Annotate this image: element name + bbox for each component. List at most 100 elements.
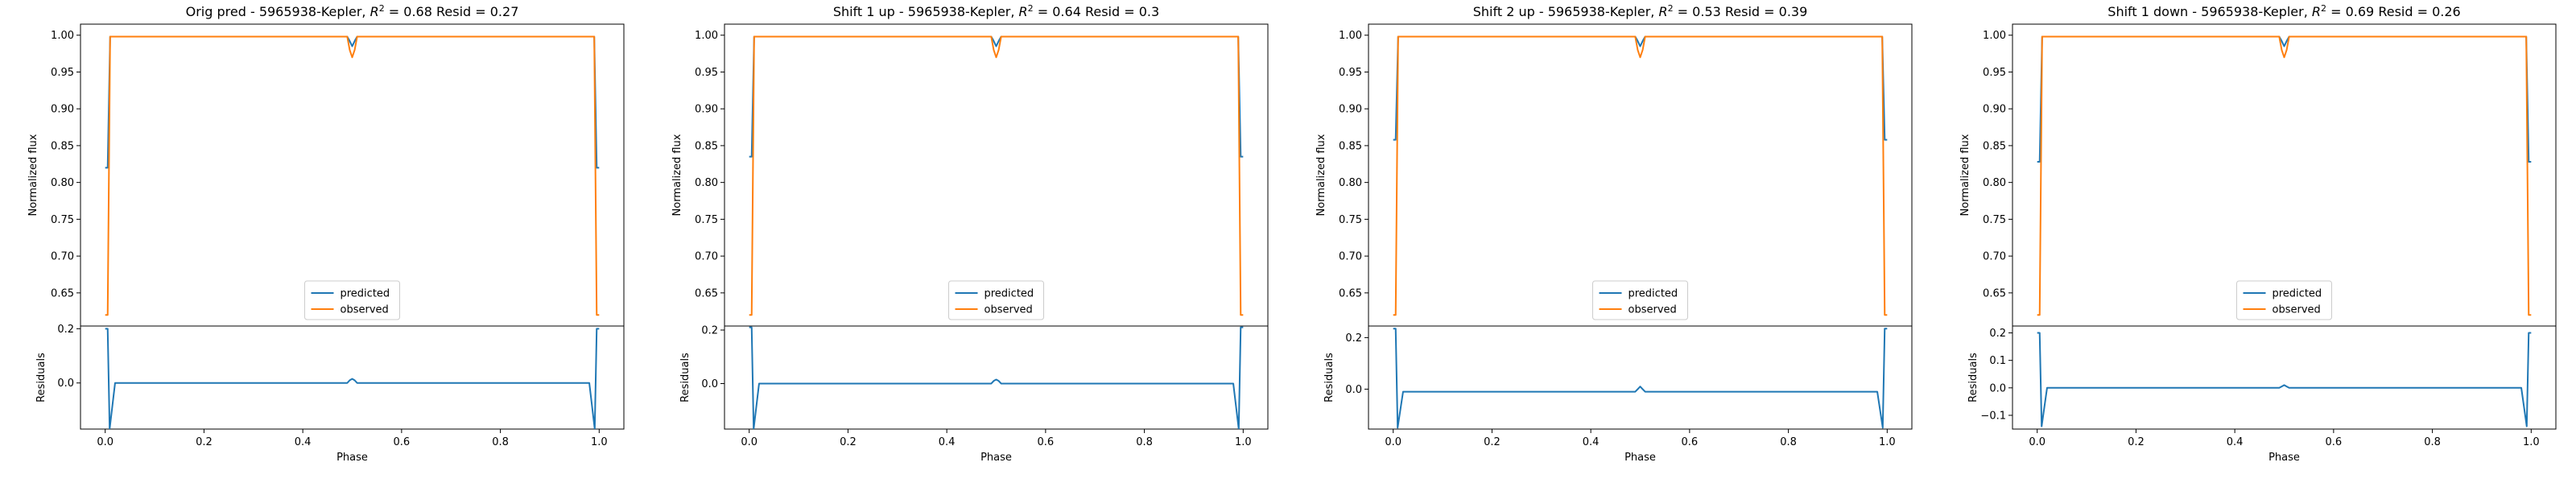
- flux-ytick-label: 0.90: [1983, 104, 2006, 116]
- chart-title: Shift 1 up - 5965938-Kepler, R2 = 0.64 R…: [833, 3, 1159, 20]
- residual-axis-label: Residuals: [35, 353, 47, 402]
- flux-series-group: [749, 35, 1244, 316]
- flux-ytick-label: 0.70: [695, 251, 718, 263]
- residual-ytick-label: −0.1: [1980, 410, 2006, 422]
- series-line-observed: [105, 35, 600, 316]
- legend: predicted observed: [948, 280, 1044, 320]
- xtick-label: 0.4: [1583, 436, 1600, 448]
- flux-ytick-label: 0.85: [1983, 140, 2006, 152]
- xtick-label: 0.8: [492, 436, 509, 448]
- flux-series-group: [2037, 35, 2532, 316]
- xtick-label: 0.4: [295, 436, 312, 448]
- flux-ytick-label: 0.95: [1339, 67, 1362, 79]
- xtick-label: 0.2: [840, 436, 857, 448]
- series-line-predicted: [1393, 35, 1888, 141]
- flux-ytick-label: 0.95: [51, 67, 74, 79]
- residual-ytick-label: 0.0: [57, 378, 74, 390]
- flux-ytick-label: 0.90: [695, 104, 718, 116]
- series-line-observed: [2037, 35, 2532, 316]
- residual-series-group: [749, 326, 1244, 429]
- flux-ytick-label: 0.70: [51, 251, 74, 263]
- x-axis-label: Phase: [1624, 452, 1656, 464]
- flux-ytick-label: 0.75: [695, 214, 718, 226]
- xtick-label: 0.8: [1136, 436, 1153, 448]
- flux-axis-label: Normalized flux: [1959, 134, 1971, 216]
- series-line-residuals: [105, 328, 600, 429]
- legend-label-predicted: predicted: [341, 288, 390, 300]
- flux-ytick-label: 0.85: [695, 140, 718, 152]
- flux-ytick-label: 0.95: [695, 67, 718, 79]
- flux-series-group: [105, 35, 600, 316]
- residual-axes-frame: [80, 325, 625, 430]
- chart-title: Orig pred - 5965938-Kepler, R2 = 0.68 Re…: [186, 3, 519, 20]
- residual-series-group: [105, 328, 600, 429]
- flux-ytick-label: 1.00: [1983, 30, 2006, 42]
- residual-ytick-label: 0.2: [57, 324, 74, 336]
- xtick-label: 0.8: [2424, 436, 2441, 448]
- flux-ytick-label: 0.75: [1339, 214, 1362, 226]
- flux-ytick-label: 0.95: [1983, 67, 2006, 79]
- flux-ytick-label: 1.00: [1339, 30, 1362, 42]
- xtick-label: 0.6: [1038, 436, 1055, 448]
- xtick-label: 0.4: [939, 436, 956, 448]
- flux-ytick-label: 0.65: [1339, 287, 1362, 299]
- xtick-label: 0.0: [97, 436, 114, 448]
- flux-ytick-label: 0.75: [1983, 214, 2006, 226]
- flux-axis-label: Normalized flux: [27, 134, 39, 216]
- residual-axis-label: Residuals: [1323, 353, 1335, 402]
- flux-ytick-label: 0.65: [695, 287, 718, 299]
- xtick-label: 0.2: [2128, 436, 2145, 448]
- legend-label-predicted: predicted: [985, 288, 1034, 300]
- residual-series-group: [1393, 328, 1888, 429]
- xtick-label: 0.6: [394, 436, 411, 448]
- xtick-label: 1.0: [1235, 436, 1252, 448]
- xtick-label: 1.0: [2523, 436, 2540, 448]
- xtick-label: 0.2: [1484, 436, 1501, 448]
- x-axis-label: Phase: [2268, 452, 2300, 464]
- xtick-label: 0.6: [1682, 436, 1699, 448]
- xtick-label: 0.4: [2227, 436, 2244, 448]
- xtick-label: 0.2: [196, 436, 213, 448]
- flux-ytick-label: 0.65: [1983, 287, 2006, 299]
- residual-ytick-label: 0.2: [1345, 332, 1362, 345]
- flux-ytick-label: 0.70: [1339, 251, 1362, 263]
- legend: predicted observed: [304, 280, 400, 320]
- series-line-predicted: [749, 35, 1244, 158]
- flux-ytick-label: 0.85: [51, 140, 74, 152]
- flux-ytick-label: 0.75: [51, 214, 74, 226]
- legend: predicted observed: [2236, 280, 2332, 320]
- residual-ytick-label: 0.0: [1345, 384, 1362, 396]
- flux-ytick-label: 0.85: [1339, 140, 1362, 152]
- series-line-residuals: [749, 326, 1244, 429]
- xtick-label: 0.0: [2029, 436, 2046, 448]
- x-axis-label: Phase: [980, 452, 1012, 464]
- flux-axis-label: Normalized flux: [671, 134, 683, 216]
- legend-label-predicted: predicted: [2273, 288, 2322, 300]
- residual-axes-frame: [1368, 325, 1913, 430]
- subplot-4: Shift 1 down - 5965938-Kepler, R2 = 0.69…: [1959, 3, 2557, 464]
- subplot-3: Shift 2 up - 5965938-Kepler, R2 = 0.53 R…: [1315, 3, 1913, 464]
- xtick-label: 0.0: [1385, 436, 1402, 448]
- residual-axes-frame: [724, 325, 1269, 430]
- flux-ytick-label: 1.00: [51, 30, 74, 42]
- chart-title: Shift 2 up - 5965938-Kepler, R2 = 0.53 R…: [1473, 3, 1808, 20]
- residual-ytick-label: 0.0: [701, 378, 718, 390]
- flux-ytick-label: 0.65: [51, 287, 74, 299]
- residual-series-group: [2037, 332, 2532, 427]
- flux-ytick-label: 1.00: [695, 30, 718, 42]
- legend-label-observed: observed: [1629, 304, 1677, 316]
- residual-ytick-label: 0.2: [1989, 328, 2006, 340]
- series-line-observed: [1393, 35, 1888, 316]
- legend-label-observed: observed: [985, 304, 1033, 316]
- xtick-label: 1.0: [1879, 436, 1896, 448]
- flux-series-group: [1393, 35, 1888, 316]
- legend-label-observed: observed: [341, 304, 389, 316]
- xtick-label: 0.0: [741, 436, 758, 448]
- series-line-residuals: [2037, 332, 2532, 427]
- chart-title: Shift 1 down - 5965938-Kepler, R2 = 0.69…: [2107, 3, 2460, 20]
- flux-ytick-label: 0.80: [695, 177, 718, 189]
- legend: predicted observed: [1592, 280, 1688, 320]
- xtick-label: 0.8: [1780, 436, 1797, 448]
- legend-label-observed: observed: [2273, 304, 2321, 316]
